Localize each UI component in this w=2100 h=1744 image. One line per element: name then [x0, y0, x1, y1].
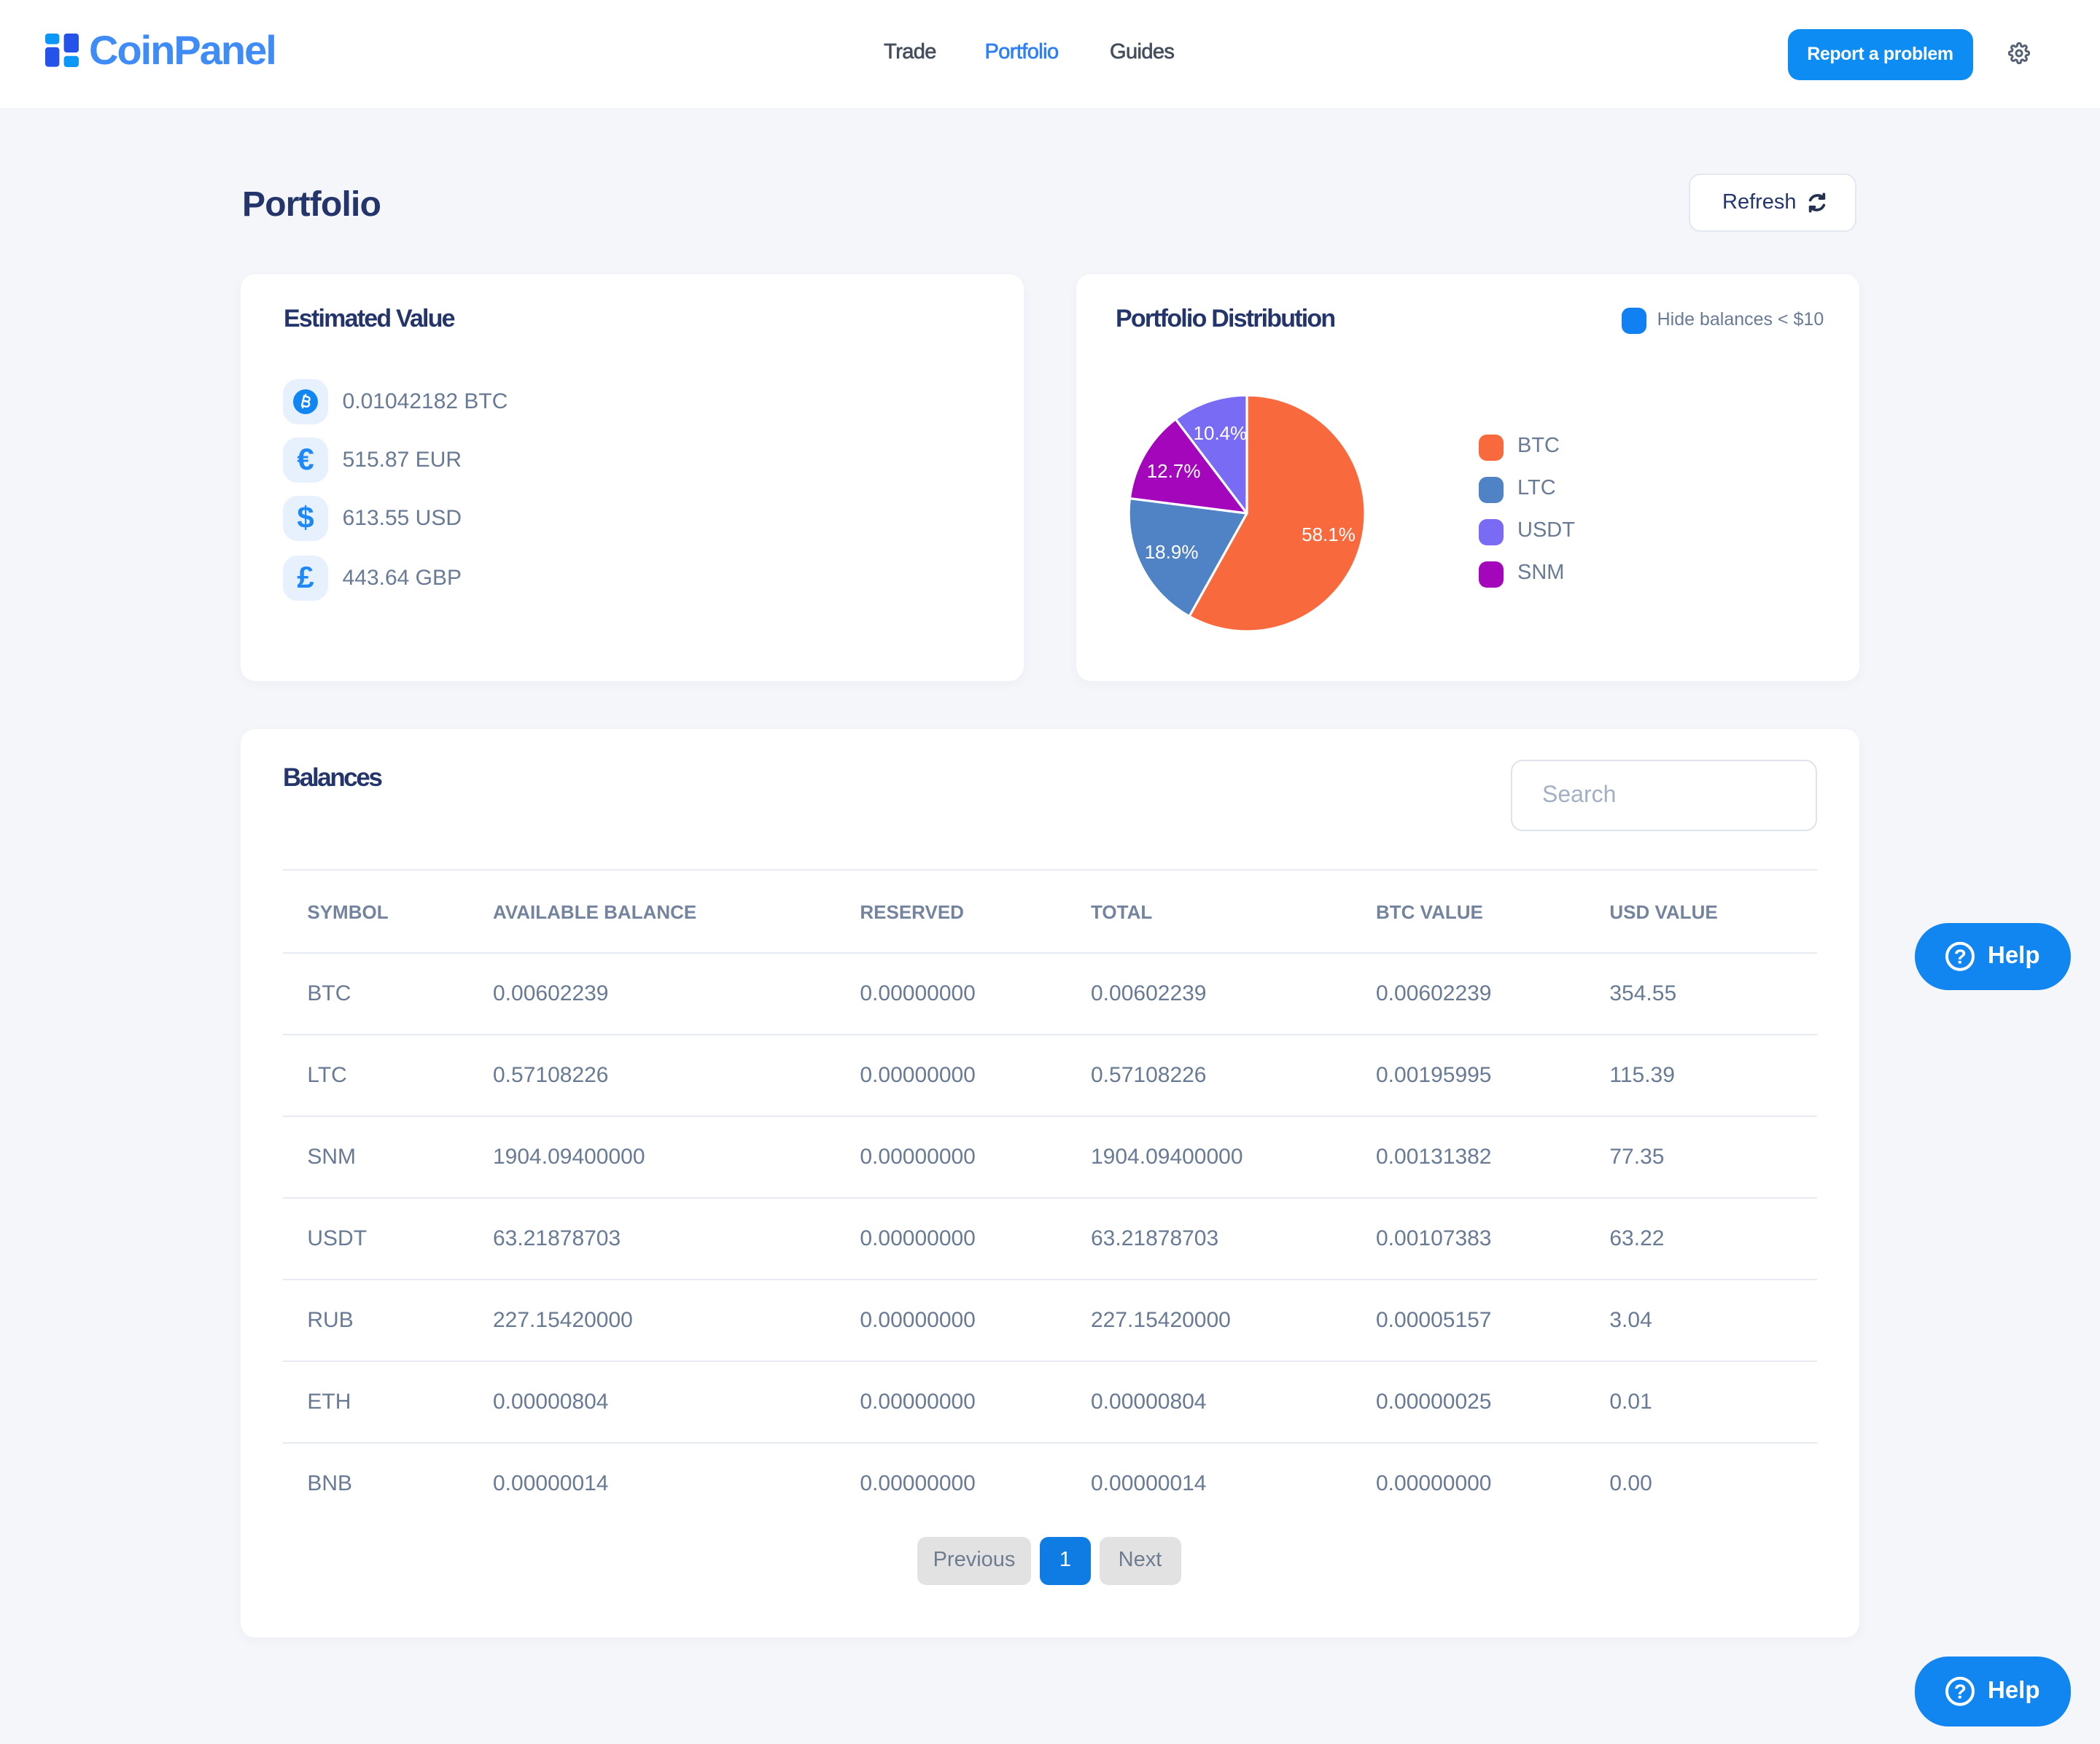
svg-text:58.1%: 58.1%: [1301, 524, 1355, 546]
svg-text:12.7%: 12.7%: [1146, 461, 1200, 483]
svg-text:18.9%: 18.9%: [1144, 542, 1198, 564]
svg-text:10.4%: 10.4%: [1193, 423, 1247, 445]
